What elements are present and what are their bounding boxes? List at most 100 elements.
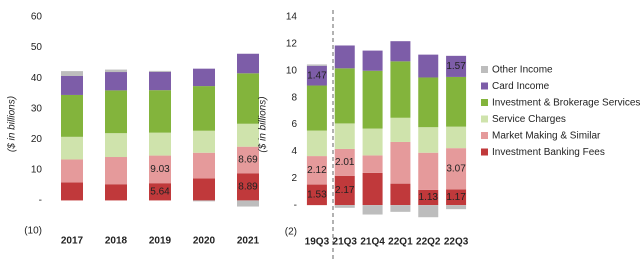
legend-swatch (481, 99, 488, 106)
y-tick-label: 8 (291, 92, 297, 103)
y-tick-label: 50 (31, 42, 43, 53)
bar-segment (362, 70, 383, 129)
x-tick-label: 2021 (237, 236, 260, 247)
legend-swatch (481, 66, 488, 73)
bar-segment (61, 76, 83, 95)
bar-segment (334, 148, 355, 176)
data-label: 3.07 (446, 163, 466, 174)
bar-segment (105, 72, 127, 91)
bar-segment (334, 205, 355, 208)
bar-segment (446, 55, 467, 77)
bar-segment (334, 68, 355, 124)
legend-swatch (481, 82, 488, 90)
x-tick-label: 21Q3 (333, 237, 358, 248)
y-tick-label: 10 (31, 164, 43, 175)
bar-segment (61, 94, 83, 137)
y-axis-label: ($ in billions) (258, 96, 269, 152)
y-tick-label: 60 (31, 12, 43, 23)
bar-segment (193, 178, 215, 201)
bar-segment (362, 172, 383, 206)
x-tick-label: 21Q4 (360, 237, 385, 248)
bar-segment (237, 73, 259, 124)
legend-swatch (481, 115, 488, 123)
legend-label: Investment & Brokerage Services (492, 98, 640, 109)
y-tick-label: (2) (285, 227, 297, 238)
legend-label: Market Making & Similar (492, 131, 601, 142)
bar-segment (237, 146, 259, 174)
bar-segment (446, 126, 467, 149)
x-tick-label: 2019 (149, 236, 172, 247)
legend-label: Investment Banking Fees (492, 147, 605, 158)
bar-segment (306, 130, 327, 157)
y-tick-label: - (39, 195, 42, 206)
bar-segment (446, 189, 467, 206)
x-tick-label: 2017 (61, 236, 84, 247)
y-tick-label: 12 (286, 39, 298, 50)
bar-segment (306, 184, 327, 206)
bar-segment (306, 64, 327, 66)
bar-segment (390, 141, 411, 184)
legend-label: Service Charges (492, 114, 566, 125)
bar-segment (105, 184, 127, 201)
legend-label: Card Income (492, 81, 550, 92)
bar-segment (362, 50, 383, 71)
bar-segment (306, 65, 327, 86)
bar-segment (237, 123, 259, 147)
data-label: 1.47 (307, 70, 327, 81)
bar-segment (61, 136, 83, 160)
bar-segment (105, 133, 127, 158)
y-tick-label: 30 (31, 103, 43, 114)
y-axis-label: ($ in billions) (7, 96, 18, 152)
y-tick-label: 10 (286, 65, 298, 76)
bar-segment (61, 182, 83, 201)
bar-segment (105, 90, 127, 134)
legend-label: Other Income (492, 65, 553, 76)
data-label: 8.89 (238, 181, 258, 192)
bar-segment (418, 77, 439, 128)
bar-segment (334, 123, 355, 149)
bar-segment (61, 71, 83, 77)
bar-segment (237, 200, 259, 207)
x-tick-label: 19Q3 (305, 237, 330, 248)
bar-segment (61, 159, 83, 183)
data-label: 2.12 (307, 165, 327, 176)
bar-segment (306, 85, 327, 131)
bar-segment (149, 70, 171, 72)
bar-segment (362, 128, 383, 156)
data-label: 1.57 (446, 61, 466, 72)
bar-segment (362, 205, 383, 215)
bar-segment (446, 205, 467, 210)
bar-segment (390, 41, 411, 62)
bar-segment (418, 205, 439, 218)
bar-segment (149, 71, 171, 91)
bar-segment (105, 69, 127, 73)
data-label: 5.64 (150, 186, 170, 197)
bar-segment (418, 189, 439, 206)
data-label: 8.69 (238, 155, 258, 166)
bar-segment (149, 183, 171, 201)
x-tick-label: 22Q1 (388, 237, 413, 248)
data-label: 1.53 (307, 189, 327, 200)
legend-swatch (481, 148, 488, 156)
bar-segment (193, 68, 215, 87)
y-tick-label: 6 (291, 119, 297, 130)
bar-segment (193, 200, 215, 202)
bar-segment (446, 76, 467, 127)
bar-segment (418, 54, 439, 78)
bar-segment (390, 117, 411, 142)
bar-segment (334, 45, 355, 69)
x-tick-label: 22Q3 (444, 237, 469, 248)
bar-segment (390, 205, 411, 212)
bar-segment (334, 175, 355, 206)
bar-segment (390, 61, 411, 118)
bar-segment (418, 152, 439, 190)
data-label: 2.17 (335, 185, 355, 196)
bar-segment (193, 152, 215, 179)
x-tick-label: 2020 (193, 236, 216, 247)
data-label: 1.13 (419, 192, 439, 203)
bar-segment (418, 127, 439, 153)
bar-segment (193, 86, 215, 131)
x-tick-label: 22Q2 (416, 237, 441, 248)
bar-segment (390, 183, 411, 206)
